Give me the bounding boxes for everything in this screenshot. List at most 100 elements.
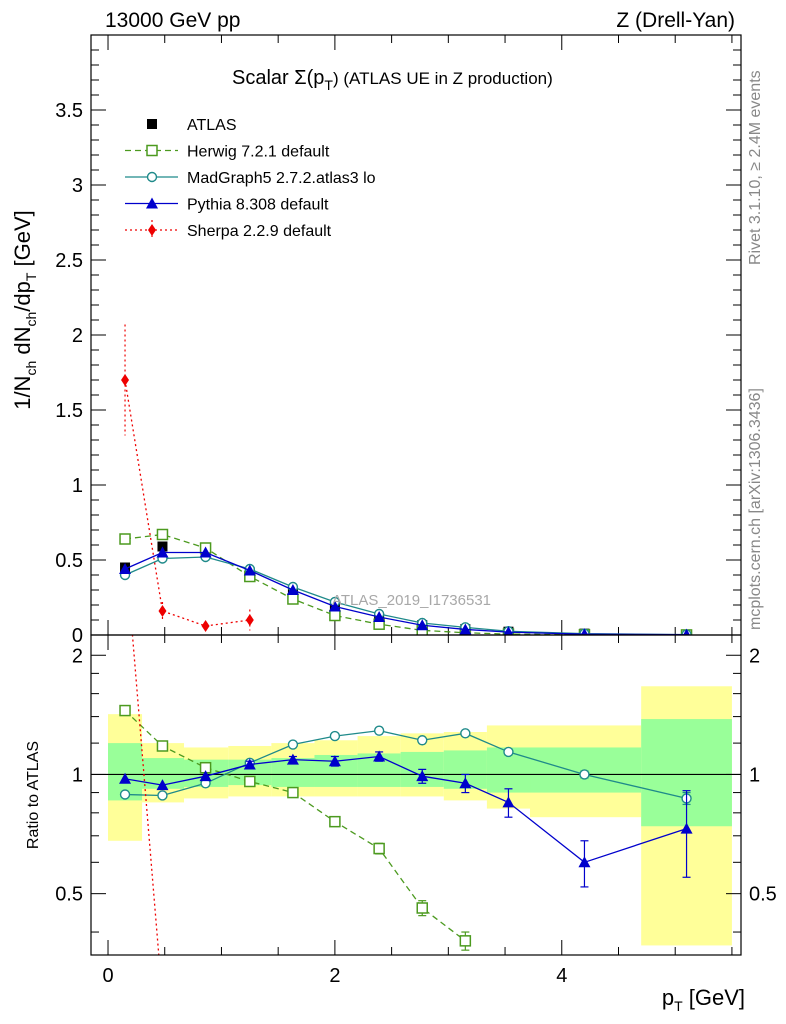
ylabel-p5: T <box>23 272 39 281</box>
legend-marker <box>146 197 158 209</box>
main-ytick-label: 0 <box>72 625 83 647</box>
ratio-ytick-label-right: 0.5 <box>749 884 777 906</box>
main-data-point <box>156 528 169 541</box>
main-data-point <box>156 546 169 558</box>
ratio-series-line <box>131 635 160 955</box>
ratio-data-point <box>373 842 385 855</box>
ratio-series-pythia-8-308-default <box>119 750 693 888</box>
ratio-data-point <box>459 777 472 789</box>
xlabel-sub: T <box>674 998 683 1014</box>
ylabel-p0: 1/N <box>10 376 35 410</box>
legend: ATLAS Herwig 7.2.1 default MadGraph5 2.7.2… <box>125 117 376 240</box>
legend-marker <box>146 171 158 183</box>
ratio-ytick-label-right: 2 <box>749 645 760 667</box>
main-data-point <box>121 374 130 386</box>
ratio-data-point <box>119 704 131 717</box>
main-data-point <box>119 533 131 545</box>
legend-marker <box>147 119 157 129</box>
x-axis-label: pT [GeV] <box>662 985 745 1014</box>
main-data-point <box>243 564 256 576</box>
mcplots-label: mcplots.cern.ch [arXiv:1306.3436] <box>747 388 764 630</box>
ylabel-p6: [GeV] <box>10 210 35 272</box>
xlabel-main: p <box>662 985 674 1010</box>
main-ytick-label: 2.5 <box>55 250 83 272</box>
ratio-data-point <box>417 735 428 746</box>
ratio-ytick-label: 2 <box>72 645 83 667</box>
ratio-xtick-label: 4 <box>556 965 567 987</box>
main-series-line <box>124 556 687 635</box>
ratio-ytick-label-right: 1 <box>749 764 760 786</box>
ratio-data-point <box>328 755 341 767</box>
ratio-data-point <box>460 728 471 739</box>
main-data-point <box>416 619 429 631</box>
legend-label: ATLAS <box>187 117 237 134</box>
ratio-series-herwig-7-2-1-default <box>119 704 472 951</box>
ratio-ylabel: Ratio to ATLAS <box>25 741 42 849</box>
ratio-data-point <box>459 935 472 947</box>
ratio-data-point <box>157 790 168 801</box>
main-data-point <box>580 628 589 635</box>
main-data-point <box>245 614 254 626</box>
main-ytick-label: 3 <box>72 175 83 197</box>
main-data-point <box>119 563 132 574</box>
ratio-data-point <box>244 775 256 788</box>
ratio-ytick-label: 0.5 <box>55 884 83 906</box>
ratio-data-point <box>373 750 386 762</box>
main-data-point <box>329 609 341 622</box>
ylabel-p2: dN <box>10 327 35 361</box>
ratio-data-point <box>416 770 429 782</box>
main-panel: 00.511.522.533.5 Scalar Σ(pT) (ATLAS UE … <box>10 34 742 647</box>
main-data-point <box>503 626 514 635</box>
legend-label: MadGraph5 2.7.2.atlas3 lo <box>187 170 376 187</box>
rivet-label: Rivet 3.1.10, ≥ 2.4M events <box>747 70 764 265</box>
ratio-data-point <box>119 772 132 784</box>
ratio-frame <box>90 634 742 956</box>
ratio-series-line <box>124 755 687 864</box>
main-series-line <box>124 533 687 635</box>
main-data-point <box>286 584 299 595</box>
legend-marker <box>146 144 158 157</box>
ratio-data-point <box>156 740 169 752</box>
main-ytick-label: 0.5 <box>55 550 83 572</box>
main-ytick-label: 2 <box>72 325 83 347</box>
legend-label: Sherpa 2.2.9 default <box>187 223 332 240</box>
ratio-data-point <box>502 796 515 808</box>
main-series-sherpa-2-2-9-default <box>121 324 254 632</box>
ratio-data-point <box>243 758 256 770</box>
main-data-point <box>199 546 212 558</box>
analysis-id: ATLAS_2019_I1736531 <box>332 592 491 609</box>
chart-title-tail: ) (ATLAS UE in Z production) <box>333 69 553 88</box>
ratio-data-point <box>119 789 131 800</box>
ratio-ytick-label: 1 <box>72 764 83 786</box>
ratio-data-point <box>287 739 299 750</box>
main-ytick-label: 1.5 <box>55 400 83 422</box>
main-ytick-label: 3.5 <box>55 100 83 122</box>
ratio-xtick-label: 2 <box>329 965 340 987</box>
main-data-point <box>287 593 299 605</box>
header-left: 13000 GeV pp <box>105 9 240 32</box>
ratio-data-point <box>329 730 341 742</box>
ratio-data-point <box>503 746 514 758</box>
ratio-series-sherpa-2-2-9-default <box>131 635 160 955</box>
main-data-point <box>373 611 386 622</box>
ratio-data-point <box>578 856 591 868</box>
ratio-data-point <box>199 770 212 782</box>
ylabel-p3: ch <box>23 312 39 327</box>
main-data-point <box>158 605 167 617</box>
ylabel-p1: ch <box>23 361 39 376</box>
chart-title-main: Scalar Σ(p <box>232 67 324 89</box>
ylabel-p4: /dp <box>10 281 35 312</box>
ratio-data-point <box>416 902 428 914</box>
ratio-data-point <box>373 725 385 736</box>
xlabel-tail: [GeV] <box>683 985 745 1010</box>
main-data-point <box>459 623 472 635</box>
ratio-data-point <box>680 822 693 834</box>
legend-label: Herwig 7.2.1 default <box>187 144 330 161</box>
chart-title: Scalar Σ(pT) (ATLAS UE in Z production) <box>232 67 553 93</box>
ratio-series-line <box>125 730 687 800</box>
ratio-data-point <box>156 779 169 791</box>
main-series-line <box>124 379 250 627</box>
main-ytick-label: 1 <box>72 475 83 497</box>
main-data-point <box>328 600 341 612</box>
